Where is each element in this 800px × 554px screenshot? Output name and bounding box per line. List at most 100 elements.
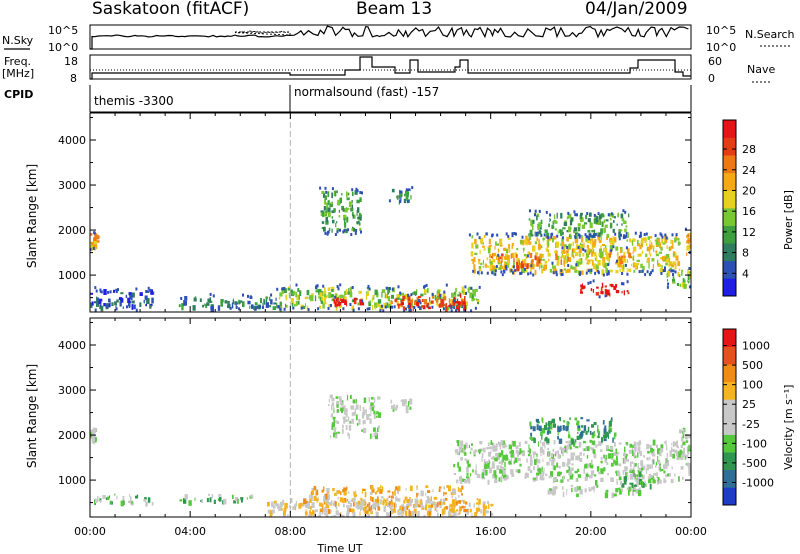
power-ylabel: Slant Range [km] [25, 164, 39, 268]
cpid-panel: CPID themis -3300 normalsound (fast) -15… [4, 85, 692, 113]
power-echo-region-1 [90, 231, 100, 252]
xtick-label: 04:00 [174, 525, 206, 538]
nsky-tick-top: 10^5 [48, 24, 78, 37]
cpid-entry-1: themis -3300 [94, 94, 174, 108]
velocity-colorbar-segment [723, 399, 736, 418]
velocity-colorbar-tick-label: 25 [742, 398, 756, 411]
nave-tick-bottom: 0 [708, 72, 715, 85]
velocity-echo-region-11 [529, 417, 617, 445]
velocity-colorbar-segment [723, 381, 736, 400]
xtick-label: 20:00 [575, 525, 607, 538]
date-title: 04/Jan/2009 [585, 0, 688, 19]
nsky-panel: N.Sky 10^5 10^0 10^5 10^0 N.Search [2, 24, 795, 54]
power-frame [89, 112, 692, 313]
nsky-trace [90, 25, 689, 50]
velocity-echo-region-7 [390, 398, 413, 414]
power-colorbar-tick-label: 12 [742, 226, 756, 239]
xtick-label: 00:00 [675, 525, 707, 538]
velocity-ytick-label: 4000 [58, 339, 86, 352]
velocity-ytick-label: 1000 [58, 474, 86, 487]
power-colorbar-tick-label: 16 [742, 205, 756, 218]
velocity-colorbar-label: Velocity [m s⁻¹] [782, 385, 795, 470]
velocity-panel: 1000 2000 3000 4000 00:00 04:00 08:00 12:00 16:0… [58, 317, 707, 538]
power-colorbar-segment [723, 278, 736, 297]
velocity-colorbar-tick-label: 1000 [742, 340, 770, 353]
power-colorbar-label: Power [dB] [782, 190, 795, 250]
velocity-echo-region-1 [90, 427, 98, 445]
power-echo-region-15 [664, 266, 691, 289]
power-colorbar-segment [723, 208, 736, 226]
power-colorbar-tick-label: 8 [742, 247, 749, 260]
power-echo-region-3 [178, 292, 281, 312]
power-colorbar-segment [723, 260, 736, 279]
cpid-label: CPID [4, 88, 33, 101]
beam-title: Beam 13 [356, 0, 432, 19]
velocity-frame [89, 317, 692, 518]
velocity-echo-region-8 [453, 439, 691, 486]
velocity-echo-region-10 [616, 467, 653, 490]
velocity-colorbar-segment [723, 469, 736, 488]
power-colorbar-tick-label: 20 [742, 184, 756, 197]
power-echo-region-9 [388, 186, 414, 205]
velocity-colorbar-tick-label: 100 [742, 379, 763, 392]
nsearch-tick-top: 10^5 [706, 24, 736, 37]
velocity-echo-region-9 [547, 484, 642, 499]
power-colorbar-tick-label: 4 [742, 267, 749, 280]
velocity-colorbar-tick-label: 500 [742, 359, 763, 372]
nave-label: Nave [747, 63, 775, 76]
freq-panel: Freq. [MHz] 18 8 60 0 Nave [2, 54, 775, 85]
velocity-colorbar-tick-label: -500 [742, 457, 767, 470]
x-axis-label: Time UT [316, 542, 362, 554]
velocity-colorbar-tick-label: -100 [742, 437, 767, 450]
freq-tick-top: 18 [64, 55, 78, 68]
velocity-colorbar-segment [723, 364, 736, 383]
power-colorbar: 4 8 12 16 20 24 28 Power [dB] [722, 119, 795, 297]
velocity-echo-region-12 [678, 427, 691, 460]
power-colorbar-segment [723, 120, 736, 138]
power-echo-region-12 [551, 245, 632, 267]
station-title: Saskatoon (fitACF) [92, 0, 249, 19]
power-colorbar-segment [723, 137, 736, 156]
velocity-colorbar-segment [723, 417, 736, 435]
power-echo-region-5 [329, 295, 365, 311]
xtick-label: 08:00 [274, 525, 306, 538]
power-ytick-label: 3000 [58, 179, 86, 192]
nave-tick-top: 60 [708, 55, 722, 68]
power-echo-region-11 [491, 252, 541, 272]
power-colorbar-segment [723, 172, 736, 191]
velocity-colorbar-tick-label: -1000 [742, 476, 774, 489]
velocity-echo-region-3 [179, 493, 254, 506]
power-colorbar-tick-label: 28 [742, 143, 756, 156]
freq-trace [90, 56, 691, 80]
velocity-echo-region-6 [328, 394, 381, 440]
freq-label: Freq. [4, 55, 31, 68]
cpid-entry-2: normalsound (fast) -157 [294, 85, 439, 99]
velocity-ylabel: Slant Range [km] [25, 364, 39, 468]
power-colorbar-segment [723, 190, 736, 209]
velocity-echo-region-5 [303, 485, 469, 517]
power-colorbar-segment [723, 155, 736, 174]
velocity-ytick-label: 2000 [58, 429, 86, 442]
power-echo-region-14 [528, 209, 630, 241]
power-colorbar-tick-label: 24 [742, 164, 756, 177]
power-echo-region-2 [90, 286, 155, 312]
nsearch-trace [234, 30, 291, 36]
power-colorbar-segment [723, 243, 736, 262]
velocity-ytick-label: 3000 [58, 384, 86, 397]
nsky-label: N.Sky [2, 34, 34, 47]
xtick-label: 16:00 [475, 525, 507, 538]
velocity-colorbar: 1000 500 100 25 -25 -100 -500 -1000 Velocity [m… [722, 328, 795, 506]
velocity-colorbar-segment [723, 346, 736, 365]
xtick-label: 12:00 [375, 525, 407, 538]
velocity-colorbar-tick-label: -25 [742, 418, 760, 431]
power-ytick-label: 4000 [58, 134, 86, 147]
velocity-colorbar-segment [723, 452, 736, 471]
nsearch-label: N.Search [745, 28, 795, 41]
power-panel: 1000 2000 3000 4000 [58, 112, 692, 313]
power-echo-region-13 [580, 279, 630, 299]
power-echo-region-8 [319, 186, 363, 236]
xtick-label: 00:00 [74, 525, 106, 538]
velocity-colorbar-segment [723, 434, 736, 453]
velocity-echo-region-2 [94, 493, 154, 507]
